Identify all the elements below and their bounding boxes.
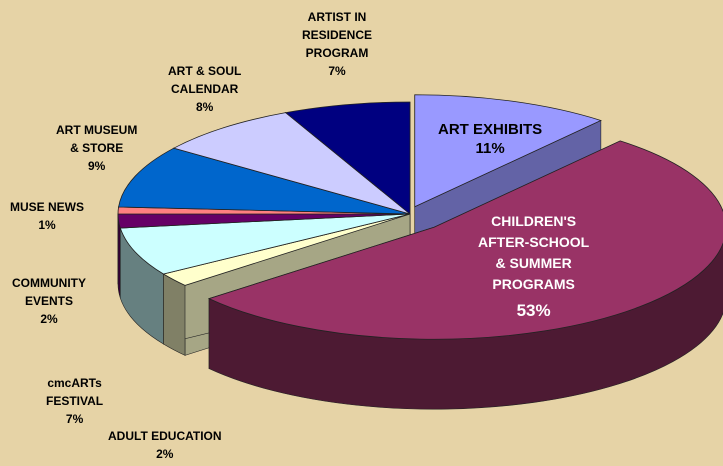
slice-label-art-museum-store: ART MUSEUM & STORE 9% [56, 121, 137, 175]
slice-label-artist-in-residence: ARTIST IN RESIDENCE PROGRAM 7% [302, 8, 372, 80]
slice-label-art-exhibits: ART EXHIBITS 11% [438, 120, 542, 158]
slice-label-muse-news: MUSE NEWS 1% [10, 198, 84, 234]
slice-name: ARTIST IN RESIDENCE PROGRAM [302, 10, 373, 60]
slice-percent: 2% [156, 447, 174, 461]
slice-label-community-events: COMMUNITY EVENTS 2% [12, 274, 86, 328]
slice-name: ART EXHIBITS [438, 121, 543, 138]
slice-wall-adult-education-0 [163, 273, 186, 356]
slice-percent: 53% [516, 301, 551, 320]
slice-percent: 11% [475, 140, 505, 157]
slice-name: ADULT EDUCATION [108, 429, 222, 443]
slice-name: COMMUNITY EVENTS [12, 276, 86, 308]
slice-label-cmcarts-festival: cmcARTs FESTIVAL 7% [46, 374, 103, 428]
slice-name: MUSE NEWS [10, 200, 85, 214]
slice-percent: 8% [196, 100, 214, 114]
slice-name: ART & SOUL CALENDAR [168, 64, 242, 96]
slice-percent: 1% [38, 218, 56, 232]
slice-name: cmcARTs FESTIVAL [46, 376, 104, 408]
slice-art-soul-calendar [172, 112, 411, 215]
slice-label-adult-education: ADULT EDUCATION 2% [108, 427, 222, 463]
slice-childrens-programs [207, 140, 723, 340]
slice-label-art-soul-calendar: ART & SOUL CALENDAR 8% [168, 62, 241, 116]
slice-artist-in-residence [284, 101, 411, 215]
slice-percent: 2% [40, 312, 58, 326]
slice-name: CHILDREN'S AFTER-SCHOOL & SUMMER PROGRAM… [478, 213, 590, 292]
slice-art-exhibits [414, 94, 602, 208]
slice-percent: 7% [328, 64, 346, 78]
slice-percent: 9% [87, 159, 106, 173]
slice-percent: 7% [65, 412, 84, 426]
slice-cmcarts-festival [119, 213, 411, 275]
slice-art-museum-store [118, 147, 411, 215]
slice-name: ART MUSEUM & STORE [56, 123, 138, 155]
slice-label-childrens-programs: CHILDREN'S AFTER-SCHOOL & SUMMER PROGRAM… [478, 211, 589, 321]
